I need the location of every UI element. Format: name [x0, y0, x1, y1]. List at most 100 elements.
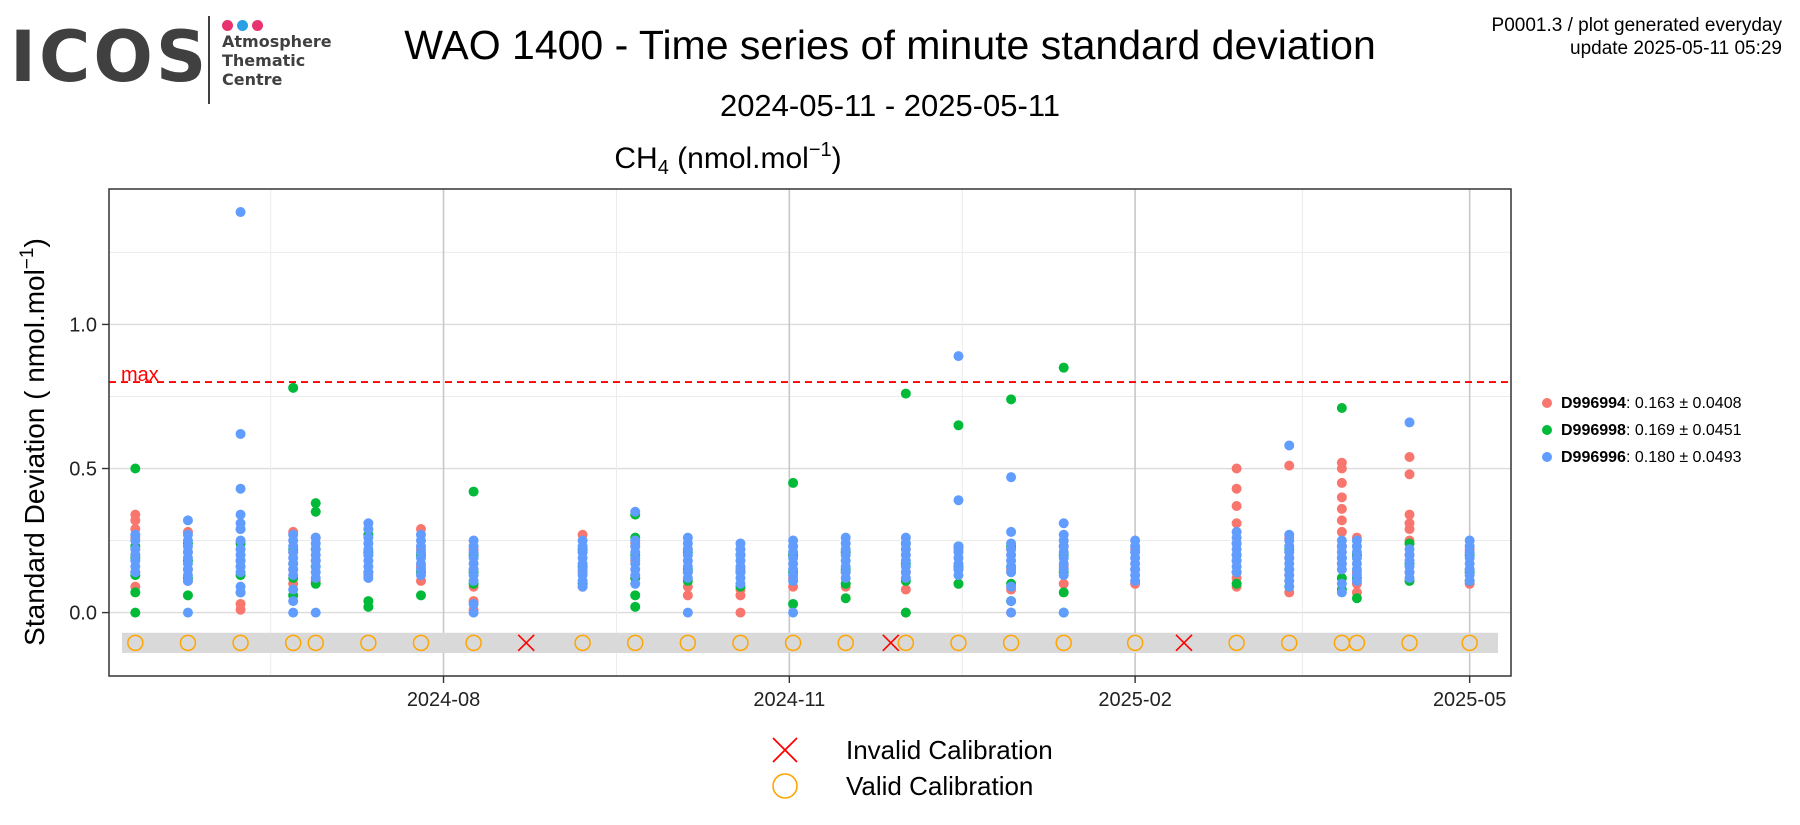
data-point [1284, 440, 1295, 451]
data-point [1006, 581, 1017, 592]
data-point [1006, 567, 1017, 578]
data-point [1006, 526, 1017, 537]
grid-lines [109, 189, 1511, 676]
data-point [1058, 518, 1069, 529]
data-point [1404, 573, 1415, 584]
valid-calibration-marker [837, 634, 854, 652]
data-points [130, 207, 1475, 618]
y-tick-label: 1.0 [69, 314, 97, 336]
date-range-subtitle: 2024-05-11 - 2025-05-11 [719, 88, 1061, 123]
valid-calibration-marker [626, 634, 644, 652]
data-point [310, 573, 321, 584]
data-point [235, 524, 246, 535]
data-point [182, 575, 193, 586]
data-point [235, 587, 246, 598]
threshold-label: max [121, 364, 159, 386]
data-point [1058, 587, 1069, 598]
valid-calibration-marker [360, 634, 377, 652]
data-point [1336, 578, 1347, 589]
plot-panel-border [108, 188, 1512, 677]
calibration-markers [127, 634, 1478, 652]
data-point [788, 575, 799, 586]
invalid-calibration-marker [882, 634, 900, 652]
data-point [1464, 575, 1475, 586]
data-point [1336, 587, 1347, 598]
data-point [953, 570, 964, 581]
data-point [310, 607, 321, 618]
data-point [363, 601, 374, 612]
page-title: WAO 1400 - Time series of minute standar… [404, 22, 1376, 68]
valid-calibration-marker [1055, 634, 1072, 652]
data-point [1006, 472, 1017, 483]
legend-item-d996994: D996994: 0.163 ± 0.0408 [1542, 390, 1742, 417]
data-point [1404, 524, 1415, 535]
data-point [735, 607, 746, 618]
data-point [468, 575, 479, 586]
data-point [630, 601, 641, 612]
data-point [630, 590, 641, 601]
data-point [130, 515, 141, 526]
data-point [900, 388, 911, 399]
data-point [235, 535, 246, 546]
legend-series-stats: : 0.169 ± 0.0451 [1625, 422, 1742, 439]
valid-calibration-marker [127, 634, 144, 652]
logo-subtitle: Atmosphere Thematic Centre [222, 32, 332, 89]
invalid-calibration-marker [1175, 634, 1193, 652]
valid-calibration-marker [784, 634, 802, 652]
data-point [1404, 469, 1415, 480]
generation-info: P0001.3 / plot generated everyday update… [1492, 14, 1782, 60]
data-point [1058, 607, 1069, 618]
data-point [1404, 417, 1415, 428]
data-point [1284, 460, 1295, 471]
data-point [840, 593, 851, 604]
legend-valid-calibration: Valid Calibration [770, 768, 1053, 804]
data-point [1006, 607, 1017, 618]
legend-item-d996996: D996996: 0.180 ± 0.0493 [1542, 444, 1742, 471]
data-point [735, 590, 746, 601]
logo-dot-3 [252, 20, 263, 31]
data-point [130, 463, 141, 474]
data-point [468, 598, 479, 609]
data-point [1336, 515, 1347, 526]
data-point [953, 420, 964, 431]
data-point [1336, 463, 1347, 474]
legend-label: Valid Calibration [846, 771, 1034, 801]
data-point [953, 495, 964, 506]
data-point [1351, 575, 1362, 586]
valid-calibration-marker [1280, 634, 1298, 652]
legend-series-stats: : 0.180 ± 0.0493 [1625, 449, 1742, 466]
data-point [682, 590, 693, 601]
logo-line-1: Atmosphere [222, 32, 332, 51]
valid-calibration-marker [1126, 634, 1144, 652]
data-point [840, 573, 851, 584]
data-point [130, 535, 141, 546]
valid-calibration-marker [897, 634, 915, 652]
valid-calibration-marker [1348, 634, 1366, 652]
legend-swatch [1542, 424, 1552, 435]
data-point [1351, 593, 1362, 604]
valid-calibration-marker [1228, 634, 1245, 652]
data-point [235, 604, 246, 615]
logo-wordmark: ICOS [10, 16, 210, 98]
valid-calibration-marker [679, 634, 697, 652]
legend-series-id: D996996 [1561, 449, 1626, 466]
calibration-legend: Invalid Calibration Valid Calibration [770, 732, 1053, 804]
y-tick-label: 0.5 [69, 459, 97, 481]
data-point [1336, 564, 1347, 575]
data-point [1006, 394, 1017, 405]
cross-stroke [882, 634, 900, 652]
data-point [182, 607, 193, 618]
circle-icon [772, 773, 798, 799]
update-timestamp: update 2025-05-11 05:29 [1570, 38, 1782, 59]
data-point [1006, 596, 1017, 607]
logo-line-2: Thematic [222, 51, 306, 70]
x-tick-label: 2025-05 [1433, 689, 1506, 711]
y-axis: 0.0 0.5 1.0 [69, 314, 109, 625]
data-point [1336, 477, 1347, 488]
data-point [1231, 567, 1242, 578]
valid-calibration-marker [307, 634, 324, 652]
data-point [182, 515, 193, 526]
data-point [630, 578, 641, 589]
data-point [1058, 362, 1069, 373]
